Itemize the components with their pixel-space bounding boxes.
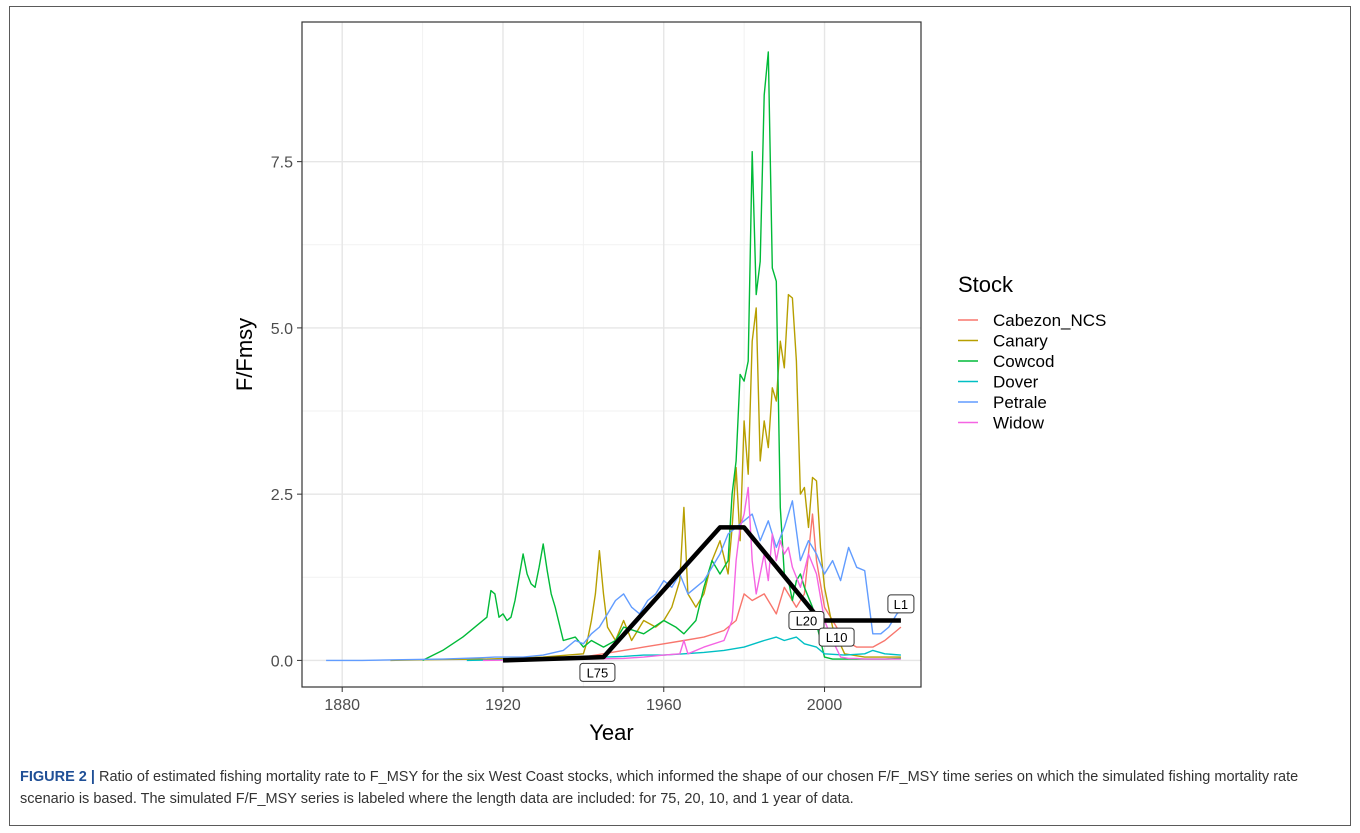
series-line-cowcod	[422, 51, 901, 662]
legend-label: Cabezon_NCS	[993, 311, 1106, 330]
annotation-box	[788, 611, 825, 630]
y-tick-label: 2.5	[271, 487, 293, 504]
annotation-label: L10	[826, 630, 848, 645]
y-tick-label: 7.5	[271, 155, 293, 172]
legend-label: Canary	[993, 332, 1048, 351]
figure-caption: FIGURE 2 | Ratio of estimated fishing mo…	[20, 766, 1342, 810]
legend-label: Cowcod	[993, 352, 1054, 371]
y-axis-title: F/Fmsy	[232, 318, 257, 391]
figure-label: FIGURE 2 |	[20, 769, 95, 785]
y-tick-label: 0.0	[271, 653, 293, 670]
legend-title: Stock	[958, 272, 1014, 297]
annotation-label: L20	[796, 614, 818, 629]
caption-text: Ratio of estimated fishing mortality rat…	[20, 769, 1299, 807]
annotation-label: L1	[894, 597, 908, 612]
x-axis-title: Year	[589, 720, 633, 745]
annotation-box	[579, 662, 616, 682]
series-line-cabezon-ncs	[486, 513, 902, 661]
y-tick-label: 5.0	[271, 321, 293, 338]
series-line-petrale	[326, 500, 902, 662]
annotation-box	[818, 627, 855, 647]
series-line-dover	[466, 636, 901, 662]
x-tick-label: 1960	[646, 697, 682, 714]
legend-label: Widow	[993, 414, 1045, 433]
series-line-canary	[390, 293, 901, 662]
plot-panel-border	[301, 21, 922, 688]
line-chart: 1880 1920 1960 2000 0.0 2.5 5.0 7.5 Year F/Fmsy L7…	[232, 21, 1106, 745]
legend-label: Petrale	[993, 393, 1047, 412]
x-tick-label: 1880	[324, 697, 360, 714]
annotation-box	[887, 594, 915, 614]
x-tick-label: 1920	[485, 697, 521, 714]
simulated-series-line	[502, 525, 901, 663]
figure-frame	[9, 6, 1351, 826]
legend-label: Dover	[993, 373, 1039, 392]
x-tick-label: 2000	[807, 697, 843, 714]
annotation-label: L75	[587, 665, 609, 680]
